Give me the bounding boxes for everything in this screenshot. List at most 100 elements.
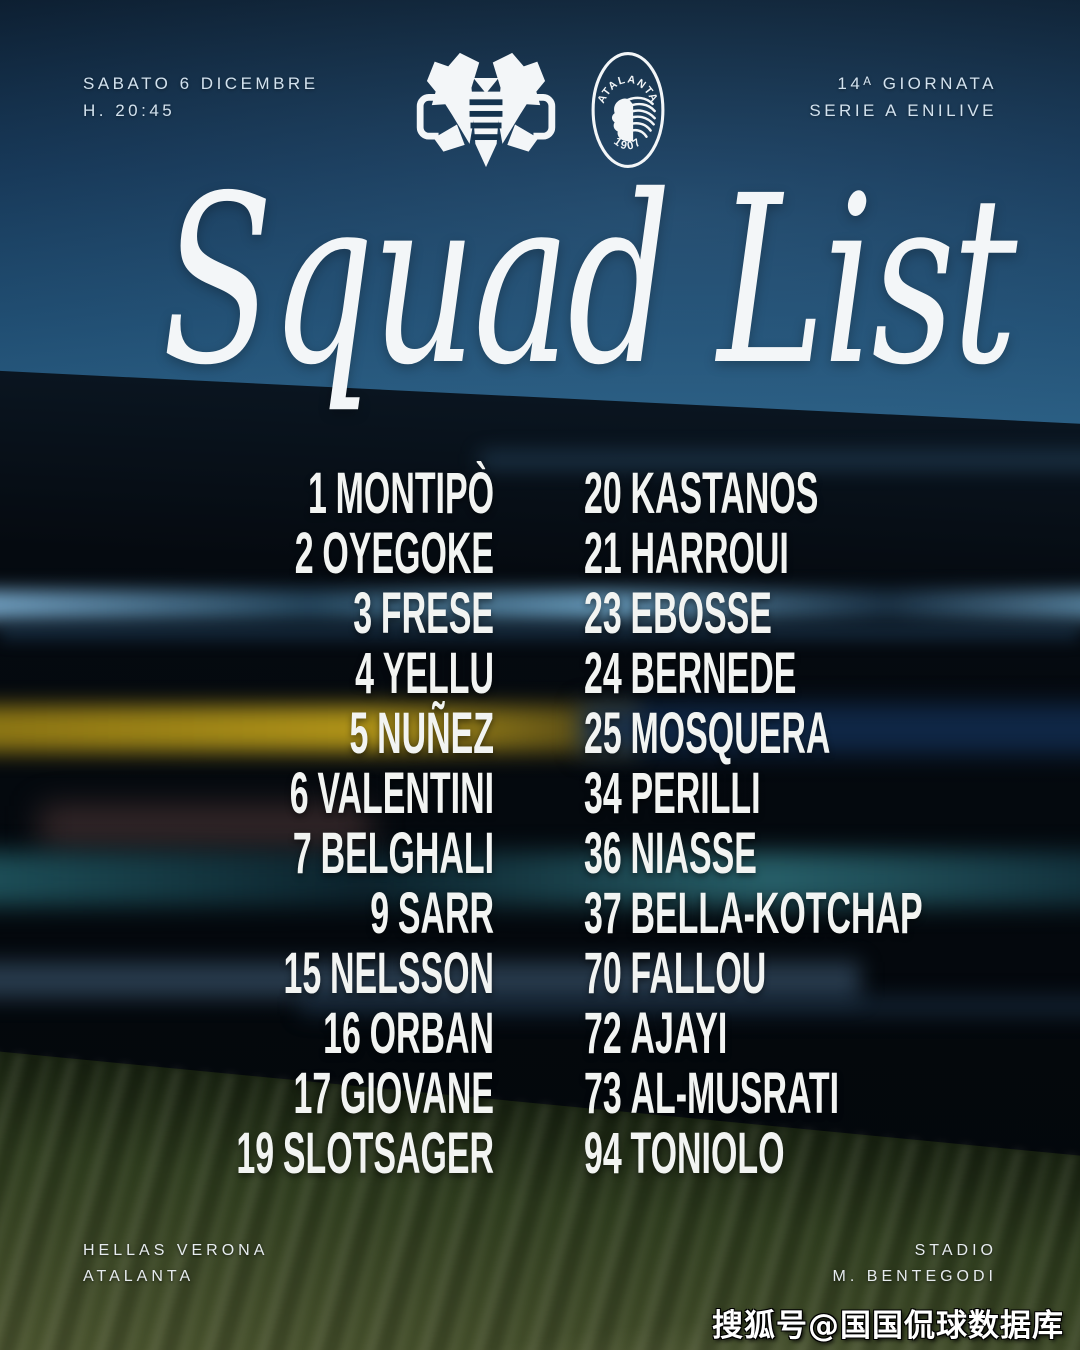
player-number: 15 <box>283 941 322 1006</box>
player-name: HARROUI <box>630 521 789 586</box>
player-number: 36 <box>584 821 622 886</box>
squad-row: 2 OYEGOKE <box>85 521 494 586</box>
player-name: MONTIPÒ <box>335 461 494 526</box>
player-name: ORBAN <box>369 1001 494 1066</box>
squad-row: 5 NUÑEZ <box>85 701 494 766</box>
player-name: KASTANOS <box>630 461 819 526</box>
player-name: OYEGOKE <box>322 521 494 586</box>
hellas-verona-logo <box>416 52 556 168</box>
match-time: H. 20:45 <box>83 101 176 120</box>
stadium-label: STADIO <box>914 1242 997 1259</box>
player-number: 5 <box>349 701 369 766</box>
squad-row: 70 FALLOU <box>584 944 1080 1004</box>
player-number: 73 <box>584 1061 622 1126</box>
player-name: BERNEDE <box>630 641 797 706</box>
player-number: 16 <box>323 1001 361 1066</box>
squad-row: 9 SARR <box>85 881 494 946</box>
player-number: 9 <box>370 881 390 946</box>
squad-column-right: 20 KASTANOS 21 HARROUI 23 EBOSSE 24 BERNEDE … <box>584 464 1080 1184</box>
background-streak <box>580 704 1080 754</box>
round-label: 14ᴬ GIORNATA <box>837 74 997 93</box>
player-number: 1 <box>308 461 327 526</box>
player-number: 70 <box>584 941 622 1006</box>
squad-row: 36 NIASSE <box>584 824 1080 884</box>
player-name: BELGHALI <box>320 821 494 886</box>
player-name: SLOTSAGER <box>282 1121 494 1186</box>
player-number: 4 <box>355 641 375 706</box>
background-streak <box>0 852 1080 906</box>
player-number: 34 <box>584 761 622 826</box>
club-crests: ATALANTA 1907 <box>0 44 1080 176</box>
background-streak <box>0 962 860 998</box>
player-name: NIASSE <box>630 821 757 886</box>
competition-label: SERIE A ENILIVE <box>809 101 997 120</box>
player-number: 72 <box>584 1001 622 1066</box>
background-streak <box>0 627 1080 639</box>
player-number: 7 <box>292 821 312 886</box>
player-name: NUÑEZ <box>377 701 494 766</box>
squad-row: 7 BELGHALI <box>85 821 494 886</box>
away-team-name: ATALANTA <box>83 1268 195 1285</box>
player-number: 37 <box>584 881 622 946</box>
player-name: FRESE <box>380 581 494 646</box>
squad-row: 24 BERNEDE <box>584 644 1080 704</box>
match-round: 14ᴬ GIORNATA SERIE A ENILIVE <box>809 70 997 124</box>
player-name: BELLA-KOTCHAP <box>630 881 923 946</box>
squad-row: 21 HARROUI <box>584 524 1080 584</box>
player-number: 3 <box>353 581 373 646</box>
background-streak <box>480 452 1080 468</box>
squad-row: 1 MONTIPÒ <box>85 461 494 526</box>
player-name: VALENTINI <box>317 761 494 826</box>
match-teams: HELLAS VERONA ATALANTA <box>83 1238 268 1290</box>
match-date: SABATO 6 DICEMBRE <box>83 74 319 93</box>
stadium-info: STADIO M. BENTEGODI <box>833 1238 997 1290</box>
player-number: 24 <box>584 641 622 706</box>
squad-row: 3 FRESE <box>85 581 494 646</box>
player-name: AJAYI <box>630 1001 728 1066</box>
background-streak <box>0 706 640 752</box>
squad-row: 94 TONIOLO <box>584 1124 1080 1184</box>
svg-text:1907: 1907 <box>611 136 644 153</box>
player-number: 6 <box>289 761 309 826</box>
player-name: MOSQUERA <box>630 701 831 766</box>
background-streak <box>0 590 1080 620</box>
player-number: 25 <box>584 701 622 766</box>
squad-row: 6 VALENTINI <box>85 761 494 826</box>
atalanta-founding-year: 1907 <box>611 136 642 153</box>
player-name: AL-MUSRATI <box>630 1061 840 1126</box>
squad-row: 73 AL-MUSRATI <box>584 1064 1080 1124</box>
player-number: 20 <box>584 461 622 526</box>
player-number: 94 <box>584 1121 622 1186</box>
squad-row: 19 SLOTSAGER <box>85 1121 494 1186</box>
stadium-name: M. BENTEGODI <box>832 1268 997 1285</box>
squad-column-left: 1 MONTIPÒ 2 OYEGOKE 3 FRESE 4 YELLU 5 NUÑEZ 6… <box>85 461 494 1186</box>
home-team-name: HELLAS VERONA <box>83 1242 269 1259</box>
atalanta-logo: ATALANTA 1907 <box>591 52 665 168</box>
squad-row: 37 BELLA-KOTCHAP <box>584 884 1080 944</box>
background-streak <box>300 996 1080 1016</box>
squad-row: 72 AJAYI <box>584 1004 1080 1064</box>
player-number: 19 <box>236 1121 275 1186</box>
player-number: 23 <box>584 581 622 646</box>
squad-row: 4 YELLU <box>85 641 494 706</box>
squad-row: 23 EBOSSE <box>584 584 1080 644</box>
squad-row: 34 PERILLI <box>584 764 1080 824</box>
player-name: FALLOU <box>630 941 767 1006</box>
player-number: 17 <box>293 1061 332 1126</box>
poster-title: Squad List <box>162 146 1017 416</box>
background-streak <box>40 806 370 846</box>
squad-row: 15 NELSSON <box>85 941 494 1006</box>
squad-row: 16 ORBAN <box>85 1001 494 1066</box>
player-name: NELSSON <box>329 941 494 1006</box>
player-name: YELLU <box>382 641 494 706</box>
player-number: 21 <box>584 521 622 586</box>
player-name: SARR <box>397 881 494 946</box>
player-name: EBOSSE <box>630 581 772 646</box>
match-datetime: SABATO 6 DICEMBRE H. 20:45 <box>83 70 319 124</box>
player-number: 2 <box>294 521 314 586</box>
player-name: TONIOLO <box>630 1121 785 1186</box>
squad-row: 17 GIOVANE <box>85 1061 494 1126</box>
watermark: 搜狐号@国国侃球数据库 <box>712 1308 1064 1344</box>
player-name: GIOVANE <box>340 1061 494 1126</box>
